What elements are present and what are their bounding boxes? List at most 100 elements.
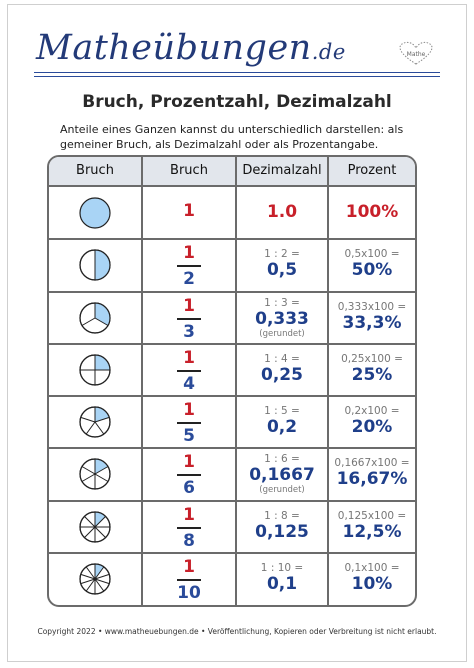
fraction-pie-icon [79, 406, 111, 438]
fraction-numerator: 1 [183, 452, 195, 473]
percent-calculation: 0,333x100 = [337, 300, 407, 313]
intro-text: Anteile eines Ganzen kannst du unterschi… [60, 123, 404, 151]
pie-slice-filled [79, 197, 111, 229]
percent-calculation: 0,2x100 = [344, 405, 400, 417]
percent-cell: 0,5x100 = 50% [329, 248, 415, 280]
fraction-pie-icon [79, 458, 111, 490]
fraction-numerator: 1 [183, 243, 195, 264]
division-expression: 1 : 10 = [260, 561, 304, 574]
pie-divider [94, 317, 109, 326]
decimal-value: 0,125 [255, 521, 309, 542]
fraction-bar [177, 317, 201, 320]
division-expression: 1 : 2 = [264, 248, 300, 261]
fraction-denominator: 4 [183, 373, 195, 394]
division-expression: 1 : 8 = [264, 509, 300, 522]
pie-outline [79, 563, 111, 595]
percent-value: 25% [351, 364, 393, 385]
fraction-pie-icon [79, 302, 111, 334]
percent-cell: 0,125x100 = 12,5% [329, 510, 415, 542]
worksheet-frame [7, 4, 467, 662]
percent-cell: 0,333x100 = 33,3% [329, 301, 415, 333]
fraction-pie-icon [79, 197, 111, 229]
header-bruch: Bruch [170, 163, 208, 178]
decimal-cell: 1 : 2 = 0,5 [237, 248, 327, 280]
heart-badge-icon: Mathe [399, 41, 433, 65]
fraction-denominator: 5 [183, 426, 195, 446]
decimal-cell: 1 : 3 = 0,333 (gerundet) [237, 297, 327, 339]
pie-outline [79, 354, 111, 386]
percent-value: 50% [351, 260, 393, 281]
division-expression: 1 : 4 = [264, 352, 300, 365]
pie-divider [94, 421, 105, 435]
column-divider [141, 157, 143, 605]
fraction-cell: 1 10 [143, 558, 235, 602]
percent-cell: 0,2x100 = 20% [329, 405, 415, 437]
decimal-cell: 1 : 5 = 0,2 [237, 405, 327, 437]
pie-divider [80, 417, 96, 423]
fraction-bar [177, 422, 201, 424]
percent-calculation: 0,25x100 = [341, 352, 403, 365]
decimal-value: 0,1667 [249, 465, 315, 486]
decimal-value: 0,333 [255, 308, 309, 329]
header-prozent: Prozent [347, 163, 397, 178]
percent-value: 33,3% [342, 312, 402, 333]
fraction-numerator: 1 [183, 295, 195, 316]
percent-cell: 100% [329, 202, 415, 222]
fraction-cell: 1 6 [143, 453, 235, 497]
fraction-denominator: 8 [183, 530, 195, 551]
percent-calculation: 0,1667x100 = [334, 457, 410, 470]
header-dezimalzahl: Dezimalzahl [242, 163, 322, 178]
pie-divider [94, 578, 105, 592]
pie-divider [85, 566, 96, 580]
copyright-footer: Copyright 2022 • www.matheuebungen.de • … [37, 627, 437, 636]
decimal-cell: 1 : 10 = 0,1 [237, 562, 327, 594]
logo-underline [34, 72, 440, 73]
pie-divider [94, 466, 109, 475]
pie-outline [79, 249, 111, 281]
pie-outline [79, 511, 111, 543]
decimal-cell: 1 : 4 = 0,25 [237, 353, 327, 385]
column-divider [235, 157, 237, 605]
percent-cell: 0,25x100 = 25% [329, 353, 415, 385]
pie-slice-filled [95, 354, 110, 370]
row-divider [49, 238, 415, 241]
decimal-cell: 1 : 8 = 0,125 [237, 510, 327, 542]
percent-value: 12,5% [342, 521, 402, 542]
svg-text:Mathe: Mathe [407, 51, 426, 58]
row-divider [49, 342, 415, 345]
fraction-denominator: 10 [177, 582, 201, 603]
decimal-value: 0,25 [261, 364, 303, 385]
percent-calculation: 0,5x100 = [344, 248, 400, 261]
percent-calculation: 0,125x100 = [337, 509, 407, 522]
percent-value: 16,67% [336, 469, 408, 490]
fraction-denominator: 3 [183, 321, 195, 342]
pie-divider [80, 573, 96, 580]
fraction-denominator: 2 [183, 269, 195, 290]
pie-divider [94, 515, 106, 527]
percent-cell: 0,1x100 = 10% [329, 562, 415, 594]
page-title: Bruch, Prozentzahl, Dezimalzahl [82, 92, 392, 112]
row-divider [49, 395, 415, 397]
fraction-cell: 1 3 [143, 297, 235, 341]
fraction-cell: 1 4 [143, 349, 235, 393]
pie-divider [80, 578, 96, 584]
table-header: Bruch Bruch Dezimalzahl Prozent [49, 157, 415, 187]
fraction-bar [177, 578, 201, 581]
fraction-pie-icon [79, 511, 111, 543]
column-divider [327, 157, 329, 605]
decimal-value: 1.0 [266, 202, 298, 222]
fraction-cell: 1 2 [143, 244, 235, 288]
decimal-cell: 1.0 [237, 202, 327, 222]
pie-divider [94, 578, 110, 584]
fraction-denominator: 6 [183, 478, 195, 499]
pie-divider [81, 317, 96, 326]
fraction-numerator: 1 [183, 504, 195, 525]
fraction-bar [177, 265, 201, 268]
row-divider [49, 290, 415, 293]
fraction-cell: 1 8 [143, 506, 235, 550]
division-expression: 1 : 3 = [264, 296, 300, 309]
decimal-cell: 1 : 6 = 0,1667 (gerundet) [237, 453, 327, 495]
decimal-value: 0,1 [266, 573, 298, 594]
logo-underline-2 [34, 76, 440, 77]
fraction-pie-icon [79, 563, 111, 595]
